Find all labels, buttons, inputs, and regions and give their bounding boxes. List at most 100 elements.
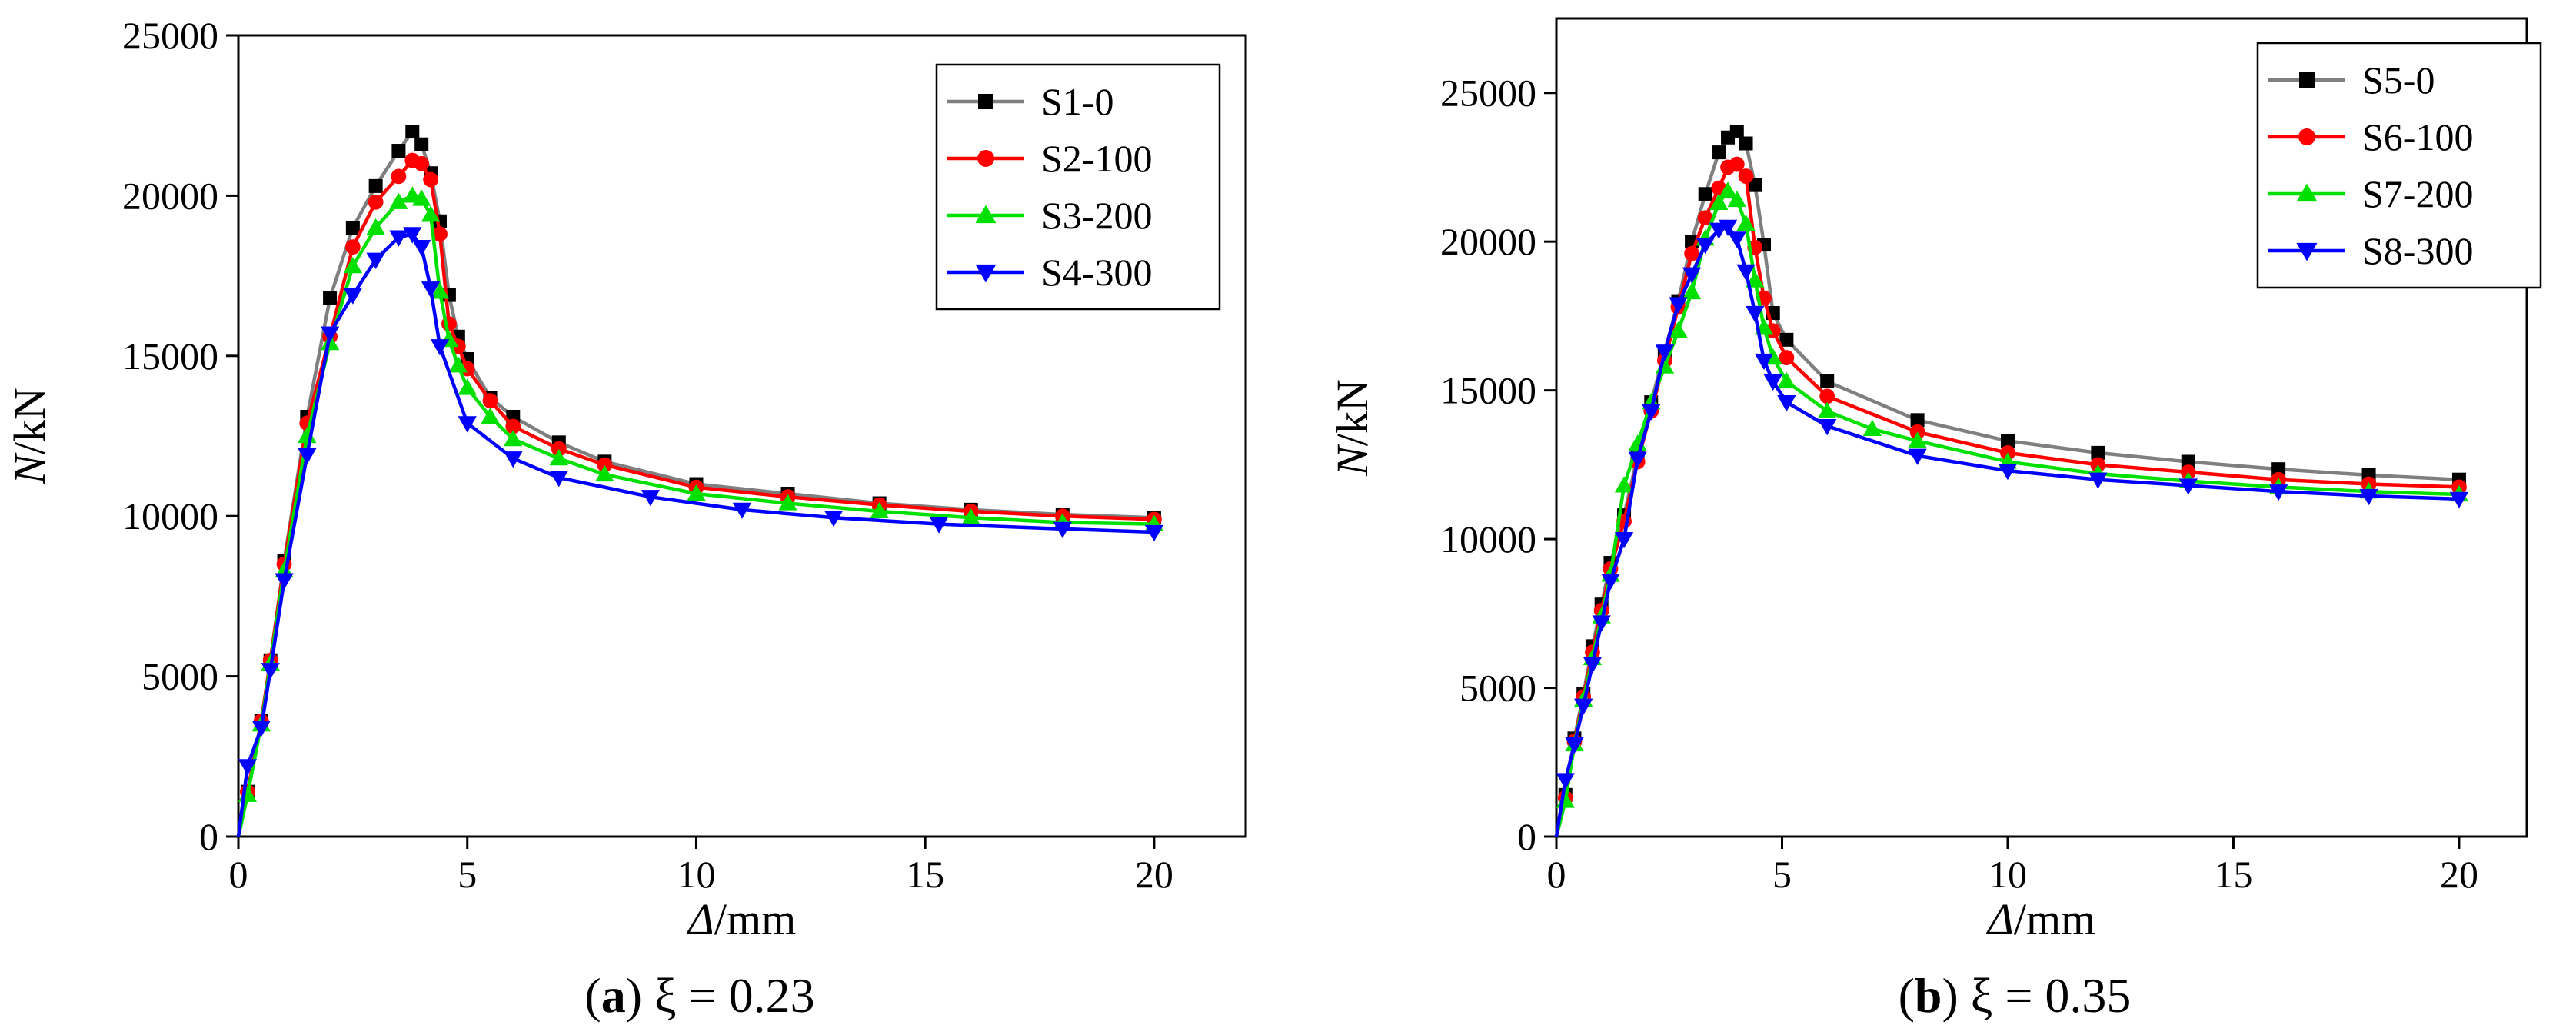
data-point-S5-0 [2181, 454, 2195, 469]
panel-caption: (a) ξ = 0.23 [584, 968, 814, 1023]
data-point-S8-300 [1754, 353, 1774, 371]
axis-ticks: 0 5 10 15 20 0 5000 10000 15000 20000 25000 [122, 14, 1173, 896]
data-point-S7-200 [1908, 431, 1927, 448]
data-point-S6-100 [1819, 388, 1835, 404]
data-point-S4-300 [389, 230, 408, 247]
data-point-S8-300 [2088, 472, 2108, 489]
data-point-S8-300 [2359, 488, 2378, 506]
data-point-S5-0 [2091, 445, 2105, 460]
legend: S1-0 S2-100 S3-200 S4-300 [935, 63, 1221, 311]
x-axis-label: Δ/mm [1986, 894, 2095, 944]
data-point-S2-100 [414, 155, 430, 171]
data-point-S8-300 [1669, 297, 1688, 314]
data-point-S8-300 [1727, 231, 1746, 248]
y-tick-label: 20000 [122, 174, 218, 217]
data-point-S3-200 [481, 407, 500, 424]
data-point-S3-200 [549, 449, 568, 466]
data-point-S8-300 [1696, 237, 1715, 255]
data-point-S8-300 [2449, 491, 2469, 509]
data-point-S4-300 [421, 281, 441, 298]
x-tick-label: 0 [229, 853, 248, 896]
y-tick-label: 5000 [1459, 667, 1536, 710]
data-point-S7-200 [1818, 401, 1837, 418]
data-point-S3-200 [421, 205, 441, 222]
data-point-S8-300 [1908, 448, 1927, 465]
data-point-S7-200 [1736, 214, 1756, 231]
data-point-S5-0 [1820, 374, 1835, 389]
data-point-S3-200 [366, 218, 385, 235]
data-point-S7-200 [1777, 371, 1796, 389]
x-tick-label: 5 [458, 853, 477, 896]
legend-marker [975, 205, 997, 224]
series-group [236, 125, 1164, 837]
data-point-S2-100 [482, 393, 498, 409]
legend-marker [2296, 242, 2318, 261]
data-point-S2-100 [505, 418, 521, 434]
data-point-S2-100 [432, 226, 448, 242]
data-point-S8-300 [1565, 737, 1584, 754]
y-tick-label: 0 [199, 815, 218, 858]
series-group [1554, 125, 2469, 837]
data-point-S6-100 [1779, 350, 1795, 365]
data-point-S3-200 [687, 484, 706, 501]
data-point-S1-0 [414, 137, 429, 151]
y-tick-label: 25000 [1440, 72, 1536, 115]
x-tick-label: 15 [2214, 853, 2252, 896]
data-point-S8-300 [1998, 463, 2018, 481]
x-tick-label: 20 [1135, 853, 1173, 896]
data-point-S8-300 [1746, 305, 1765, 323]
data-point-S7-200 [1727, 190, 1746, 208]
data-point-S1-0 [405, 125, 420, 139]
data-point-S6-100 [1697, 210, 1713, 226]
legend-label: S3-200 [1041, 194, 1152, 237]
data-point-S2-100 [551, 441, 567, 457]
data-point-S8-300 [1818, 418, 1837, 436]
data-point-S5-0 [1729, 125, 1744, 139]
legend: S5-0 S6-100 S7-200 S8-300 [2256, 42, 2542, 289]
data-point-S3-200 [430, 282, 450, 299]
data-point-S3-200 [448, 356, 468, 373]
data-point-S7-200 [1746, 271, 1765, 288]
legend-marker [975, 264, 997, 283]
data-point-S8-300 [1583, 657, 1603, 674]
series-line-S4-300 [236, 232, 1154, 837]
data-point-S2-100 [597, 457, 613, 473]
data-point-S5-0 [1698, 187, 1712, 201]
data-point-S5-0 [1779, 332, 1794, 347]
legend-label: S7-200 [2362, 172, 2473, 215]
data-point-S8-300 [1592, 615, 1611, 632]
data-point-S7-200 [1718, 181, 1738, 198]
x-tick-label: 10 [1989, 853, 2027, 896]
data-point-S4-300 [458, 416, 477, 433]
y-tick-label: 25000 [122, 14, 218, 57]
legend-marker [977, 150, 994, 167]
data-point-S4-300 [549, 471, 568, 488]
chart-panel-b: 0 5 10 15 20 0 5000 10000 15000 20000 25000 S5-0 S6… [1327, 17, 2542, 1023]
data-point-S6-100 [1738, 168, 1754, 184]
data-point-S3-200 [458, 378, 477, 395]
data-point-S4-300 [261, 663, 280, 680]
data-point-S5-0 [1712, 145, 1726, 160]
legend-items: S1-0 S2-100 S3-200 S4-300 [947, 80, 1152, 294]
legend-marker [2296, 183, 2318, 202]
data-point-S4-300 [403, 227, 422, 244]
data-point-S2-100 [423, 171, 438, 188]
data-point-S6-100 [1729, 156, 1745, 172]
data-point-S3-200 [412, 189, 431, 206]
data-point-S1-0 [368, 178, 383, 193]
data-point-S4-300 [366, 252, 385, 269]
legend-marker [978, 94, 993, 109]
legend-label: S4-300 [1041, 251, 1152, 294]
x-tick-label: 15 [906, 853, 944, 896]
data-point-S8-300 [2178, 478, 2198, 495]
chart-panel-a: 0 5 10 15 20 0 5000 10000 15000 20000 25000 S1-0 S2… [5, 14, 1247, 1023]
panel-caption: (b) ξ = 0.35 [1899, 968, 2132, 1023]
y-tick-label: 10000 [1440, 518, 1536, 561]
data-point-S4-300 [275, 573, 294, 590]
data-point-S1-0 [345, 221, 360, 235]
legend-label: S5-0 [2362, 58, 2435, 102]
data-point-S8-300 [1601, 574, 1620, 591]
data-point-S8-300 [1614, 531, 1634, 549]
data-point-S1-0 [323, 291, 338, 305]
